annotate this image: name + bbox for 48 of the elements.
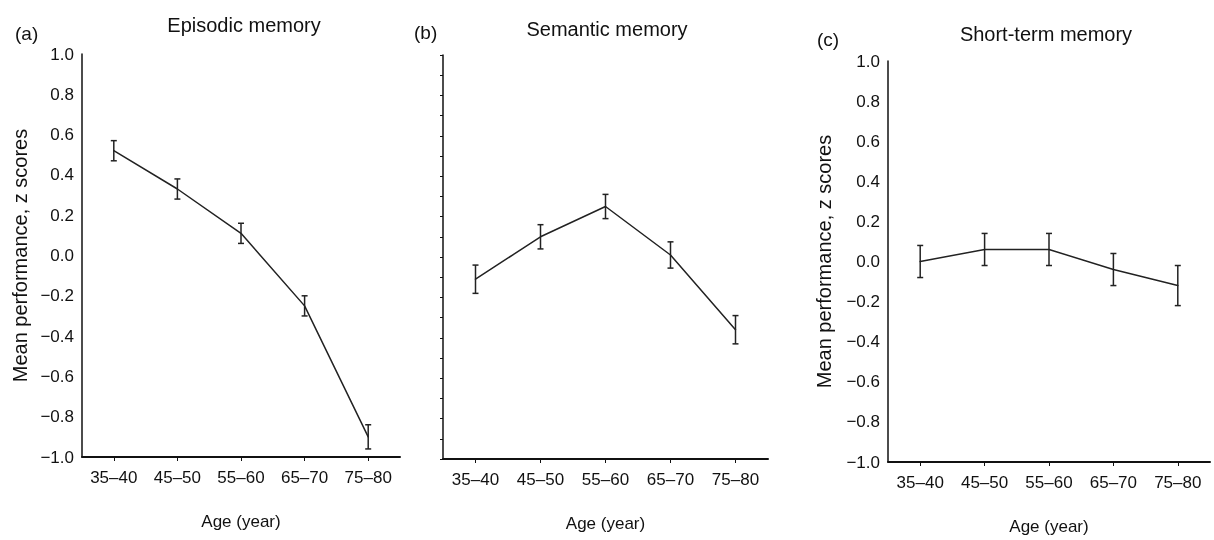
y-tick-label: 0.6 [50, 125, 74, 145]
x-tick-label: 55–60 [217, 468, 265, 487]
y-tick-label: 0.0 [856, 252, 880, 271]
x-tick-label: 75–80 [1154, 473, 1202, 492]
x-tick-label: 45–50 [960, 473, 1009, 492]
x-tick-label: 45–50 [516, 470, 565, 489]
y-tick-label: 0.4 [856, 171, 880, 191]
y-tick-label: 1.0 [50, 44, 74, 64]
x-axis-title: Age (year) [565, 514, 646, 533]
y-tick-label: −1.0 [846, 452, 880, 472]
y-tick-label: −0.2 [40, 286, 74, 306]
y-tick-label: −0.8 [40, 407, 74, 427]
y-axis-title: Mean performance, z scores [8, 128, 31, 383]
x-tick-label: 65–70 [1089, 473, 1138, 492]
x-tick-label: 75–80 [344, 468, 392, 487]
x-tick-label: 35–40 [896, 473, 944, 492]
y-tick-label: −0.2 [846, 292, 880, 312]
y-tick-label: 0.8 [856, 91, 880, 111]
y-tick-label: −0.8 [846, 412, 880, 432]
x-tick-label: 45–50 [153, 468, 202, 487]
y-tick-label: 0.6 [856, 131, 880, 151]
chart-title: Semantic memory [526, 18, 688, 40]
y-tick-label: −0.4 [40, 326, 74, 346]
x-axis-title: Age (year) [1009, 517, 1089, 536]
chart-title: Episodic memory [167, 14, 321, 36]
x-tick-label: 35–40 [451, 470, 500, 489]
y-tick-label: −1.0 [40, 447, 74, 467]
x-tick-label: 55–60 [1025, 473, 1073, 492]
y-tick-label: 0.0 [50, 246, 74, 265]
x-tick-label: 65–70 [646, 470, 695, 489]
x-tick-label: 75–80 [711, 470, 760, 489]
y-tick-label: 0.2 [50, 205, 74, 225]
text: (a) [15, 23, 39, 44]
x-tick-label: 55–60 [581, 470, 630, 489]
y-tick-label: 1.0 [856, 51, 880, 71]
y-axis-title: Mean performance, z scores [813, 134, 835, 389]
y-tick-label: 0.4 [50, 165, 74, 185]
x-axis-title: Age (year) [201, 512, 281, 531]
text: (c) [817, 29, 840, 50]
text: (b) [414, 22, 438, 43]
chart-title: Short-term memory [959, 23, 1133, 45]
x-tick-label: 65–70 [280, 468, 329, 487]
y-tick-label: −0.4 [846, 332, 880, 352]
y-tick-label: 0.2 [856, 211, 880, 231]
x-tick-label: 35–40 [90, 468, 138, 487]
y-tick-label: −0.6 [40, 366, 74, 386]
y-tick-label: 0.8 [50, 84, 74, 104]
y-tick-label: −0.6 [846, 372, 880, 392]
